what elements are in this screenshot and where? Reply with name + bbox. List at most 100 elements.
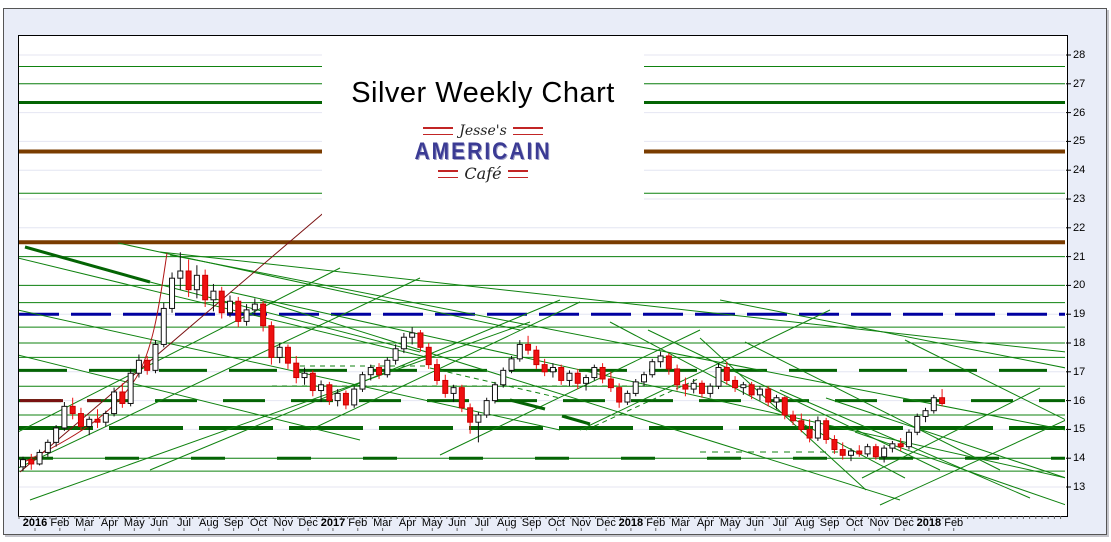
- candle-body: [839, 449, 846, 456]
- chart-title: Silver Weekly Chart: [351, 77, 615, 109]
- month-label: Sep: [223, 517, 244, 529]
- candle-body: [160, 307, 167, 345]
- candle-body: [53, 427, 60, 443]
- trendline: [19, 354, 361, 441]
- candle-body: [698, 382, 705, 394]
- candle-body: [417, 332, 424, 348]
- candle-body: [326, 384, 333, 402]
- price-label: 28: [1073, 49, 1086, 61]
- month-label: Nov: [273, 517, 294, 529]
- candle-body: [798, 420, 805, 430]
- price-label: 25: [1073, 135, 1086, 148]
- trendline: [149, 281, 421, 353]
- candle-body: [210, 290, 217, 301]
- candle-body: [185, 270, 192, 291]
- trendline: [744, 341, 1001, 471]
- logo-text-middle: AMERICAIN: [414, 138, 552, 165]
- logo-red-line: [438, 170, 459, 178]
- logo-text-top: Jesse's: [459, 123, 507, 139]
- candle-body: [566, 372, 573, 381]
- candle-body: [665, 355, 672, 370]
- candle-body: [914, 415, 921, 433]
- candle-body: [284, 346, 291, 364]
- trendline: [879, 419, 1065, 506]
- trendline: [861, 387, 1041, 479]
- trendline: [159, 251, 1065, 353]
- candle-body: [533, 349, 540, 366]
- candle-body: [235, 300, 242, 322]
- candle-body: [251, 303, 258, 311]
- candle-body: [111, 391, 118, 415]
- price-label: 24: [1073, 164, 1086, 177]
- candle-body: [682, 384, 689, 390]
- year-label: 2016: [22, 517, 48, 529]
- candle-body: [856, 450, 863, 455]
- month-label: Mar: [373, 517, 393, 529]
- candle-body: [44, 441, 51, 453]
- candle-body: [864, 446, 871, 455]
- candle-body: [442, 379, 449, 394]
- candle-body: [881, 447, 888, 458]
- month-label: Jul: [772, 517, 787, 529]
- month-label: Sep: [521, 517, 542, 529]
- month-label: Jun: [150, 517, 169, 529]
- candle-body: [624, 392, 631, 403]
- candle-body: [765, 388, 772, 403]
- candle-body: [889, 443, 896, 449]
- candle-body: [574, 372, 581, 384]
- candle-body: [36, 451, 43, 465]
- month-label: Feb: [50, 517, 70, 529]
- candle-body: [905, 431, 912, 448]
- month-label: Nov: [571, 517, 592, 529]
- candle-body: [342, 392, 349, 406]
- year-label: 2018: [618, 517, 644, 529]
- candle-body: [715, 366, 722, 387]
- year-label: 2017: [320, 517, 346, 529]
- month-label: Apr: [100, 517, 119, 529]
- month-label: Aug: [496, 517, 517, 529]
- candle-body: [732, 379, 739, 389]
- title-box: Silver Weekly Chart Jesse's AMERICAIN Ca…: [322, 51, 644, 227]
- candle-body: [309, 372, 316, 392]
- logo-text-bottom: Café: [464, 164, 502, 183]
- trendline: [259, 299, 901, 501]
- price-label: 27: [1073, 77, 1086, 90]
- candle-body: [20, 459, 26, 468]
- candle-body: [740, 384, 747, 389]
- candle-body: [922, 410, 929, 417]
- month-label: Jul: [474, 517, 489, 529]
- candle-body: [177, 270, 184, 279]
- candle-body: [392, 348, 399, 361]
- candle-body: [467, 407, 474, 423]
- logo-red-line: [512, 127, 543, 135]
- candle-body: [641, 374, 647, 383]
- candle-body: [549, 366, 556, 373]
- candle-body: [77, 413, 84, 428]
- candle-body: [939, 397, 946, 404]
- candle-body: [218, 290, 225, 314]
- trendline: [229, 291, 1065, 479]
- candle-body: [119, 391, 126, 404]
- candle-body: [152, 343, 159, 371]
- candle-body: [334, 392, 341, 402]
- candle-body: [616, 387, 623, 403]
- price-label: 26: [1073, 106, 1086, 119]
- candle-body: [607, 378, 614, 389]
- month-label: Aug: [199, 517, 219, 529]
- price-label: 20: [1073, 279, 1086, 292]
- candle-body: [525, 343, 532, 351]
- year-label: 2018: [916, 517, 942, 529]
- candle-body: [301, 372, 308, 379]
- month-label: May: [421, 517, 443, 529]
- candle-body: [831, 438, 838, 451]
- candle-body: [243, 309, 250, 322]
- candle-body: [773, 397, 780, 403]
- price-label: 22: [1073, 221, 1086, 234]
- candle-body: [591, 366, 598, 379]
- month-label: Nov: [869, 517, 889, 529]
- candle-body: [318, 384, 325, 392]
- trendline: [585, 377, 701, 431]
- candle-body: [28, 459, 35, 465]
- trendline: [439, 329, 701, 456]
